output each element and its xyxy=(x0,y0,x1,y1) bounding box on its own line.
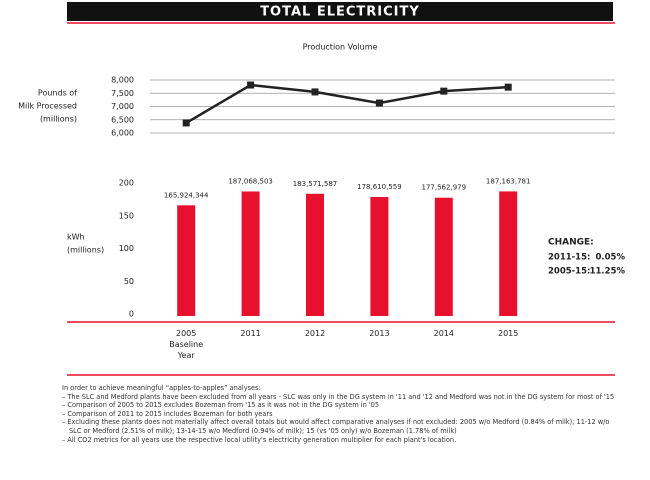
y-tick-label: 8,000 xyxy=(111,76,134,85)
y-tick-label: 50 xyxy=(124,277,134,286)
y-tick-label: 100 xyxy=(119,244,134,253)
y-axis-label: (millions) xyxy=(67,246,104,255)
note: – Comparison of 2005 to 2015 excludes Bo… xyxy=(62,401,380,410)
y-tick-label: 7,000 xyxy=(111,102,134,111)
marker xyxy=(440,87,448,95)
y-tick-label: 6,000 xyxy=(111,129,134,138)
bar xyxy=(177,205,196,316)
y-tick-label: 6,500 xyxy=(111,115,134,124)
y-axis-label: Pounds of xyxy=(38,89,77,98)
note: In order to achieve meaningful “apples-t… xyxy=(62,384,261,392)
marker xyxy=(504,83,512,91)
x-tick-label: 2011 xyxy=(240,329,261,338)
note: – Excluding these plants does not materi… xyxy=(62,418,610,435)
change-value: 0.05% xyxy=(596,253,626,263)
value-label: 187,163,781 xyxy=(486,177,531,185)
y-tick-label: 150 xyxy=(119,211,134,220)
bar xyxy=(241,191,260,316)
bar xyxy=(370,197,389,316)
value-label: 183,571,587 xyxy=(293,180,338,188)
value-label: 177,562,979 xyxy=(422,184,467,192)
y-axis-label: Milk Processed xyxy=(18,102,77,111)
marker xyxy=(182,119,190,127)
y-axis-label: kWh xyxy=(67,233,85,242)
chart-title: Production Volume xyxy=(303,43,378,52)
data-line xyxy=(185,83,509,125)
value-label: 178,610,559 xyxy=(357,183,402,191)
marker xyxy=(247,81,255,89)
y-axis-label: (millions) xyxy=(40,115,77,124)
x-tick-label: 2014 xyxy=(433,329,454,338)
title-bar xyxy=(67,2,613,21)
change-label: 2005-15: xyxy=(548,267,590,277)
bar xyxy=(306,193,324,316)
note: – All CO2 metrics for all years use the … xyxy=(62,435,457,444)
change-label: 2011-15: xyxy=(548,253,590,263)
marker xyxy=(311,88,319,96)
change-title: CHANGE: xyxy=(548,238,594,248)
value-label: 165,924,344 xyxy=(164,191,209,199)
change-value: 11.25% xyxy=(590,267,626,277)
page-title: TOTAL ELECTRICITY xyxy=(260,5,420,20)
x-tick-label: 2012 xyxy=(304,329,326,338)
y-tick-label: 7,500 xyxy=(111,89,134,98)
y-tick-label: 200 xyxy=(119,179,134,188)
note: – Comparison of 2011 to 2015 includes Bo… xyxy=(62,409,273,418)
note: – The SLC and Medford plants have been e… xyxy=(62,392,615,401)
y-tick-label: 0 xyxy=(129,310,134,319)
x-tick-label: 2005 Baseline Year xyxy=(169,329,204,360)
marker xyxy=(375,99,383,107)
x-tick-label: 2013 xyxy=(369,329,390,338)
bar xyxy=(434,197,453,316)
x-tick-label: 2015 xyxy=(498,329,519,338)
value-label: 187,068,503 xyxy=(228,177,273,185)
notes: In order to achieve meaningful “apples-t… xyxy=(62,384,622,444)
bar xyxy=(499,191,518,316)
